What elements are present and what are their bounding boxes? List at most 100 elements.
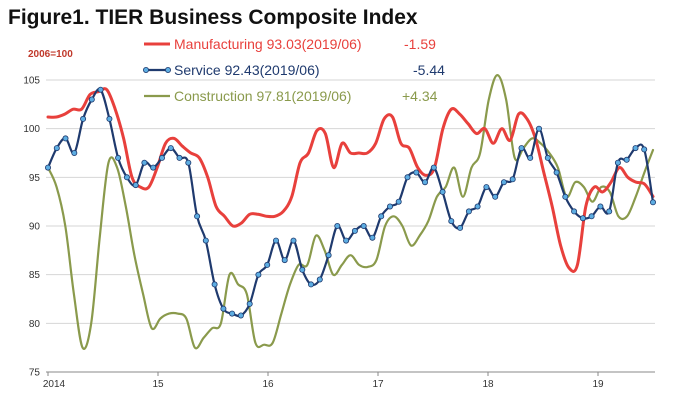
service-point [606, 208, 613, 215]
service-point [553, 169, 560, 176]
service-point [474, 203, 481, 210]
service-point [448, 218, 455, 225]
service-point [237, 312, 244, 319]
series-layer [45, 74, 657, 350]
service-point [202, 237, 209, 244]
service-point [492, 193, 499, 200]
service-point [562, 193, 569, 200]
service-point [62, 135, 69, 142]
service-point [650, 199, 657, 206]
base-year-note: 2006=100 [28, 49, 73, 60]
service-point [220, 305, 227, 312]
series-manufacturing [46, 87, 655, 273]
service-point [378, 213, 385, 220]
legend-label-manufacturing: Manufacturing 93.03(2019/06) [174, 36, 362, 52]
chart-title: Figure1. TIER Business Composite Index [8, 6, 418, 29]
service-point [536, 125, 543, 132]
service-point [255, 271, 262, 278]
service-point [579, 215, 586, 222]
y-tick-label: 80 [29, 319, 41, 330]
service-point [641, 146, 648, 153]
legend-label-service: Service 92.43(2019/06) [174, 62, 320, 78]
service-point [614, 159, 621, 166]
service-point [53, 145, 60, 152]
legend-change-construction: +4.34 [402, 88, 438, 104]
service-point [439, 188, 446, 195]
x-tick-label: 17 [372, 379, 384, 390]
service-point [141, 159, 148, 166]
service-point [299, 266, 306, 273]
y-tick-label: 85 [29, 270, 41, 281]
y-tick-label: 105 [23, 76, 40, 87]
service-point [264, 261, 271, 268]
service-point [351, 227, 358, 234]
service-point [632, 145, 639, 152]
service-point [80, 115, 87, 122]
service-line [46, 87, 655, 318]
legend-item-service: Service 92.43(2019/06) -5.44 [142, 62, 445, 78]
legend-item-manufacturing: Manufacturing 93.03(2019/06) -1.59 [144, 36, 436, 52]
legend: Manufacturing 93.03(2019/06) -1.59 Service… [142, 36, 445, 104]
service-point [334, 222, 341, 229]
series-construction [46, 74, 655, 350]
service-point [518, 145, 525, 152]
service-point [386, 203, 393, 210]
y-tick-label: 95 [29, 173, 41, 184]
series-service [45, 86, 657, 319]
y-tick-label: 75 [29, 368, 41, 379]
service-point [395, 198, 402, 205]
x-tick-label: 19 [592, 379, 604, 390]
construction-line [46, 74, 655, 350]
service-point [211, 281, 218, 288]
legend-change-service: -5.44 [413, 62, 445, 78]
x-tick-label: 2014 [43, 379, 66, 390]
service-point [307, 281, 314, 288]
service-point [465, 208, 472, 215]
service-point [500, 179, 507, 186]
y-tick-label: 90 [29, 222, 41, 233]
service-point [509, 176, 516, 183]
axes: 75 80 85 90 95 100 105 2014 15 16 17 18 19 [23, 76, 655, 390]
service-point [194, 213, 201, 220]
x-tick-label: 18 [482, 379, 494, 390]
service-point [246, 300, 253, 307]
legend-item-construction: Construction 97.81(2019/06) +4.34 [144, 88, 438, 104]
service-point [229, 310, 236, 317]
service-point [88, 96, 95, 103]
service-point [272, 237, 279, 244]
legend-marker [164, 67, 171, 74]
service-point [106, 115, 113, 122]
legend-marker [142, 67, 149, 74]
service-point [571, 208, 578, 215]
service-point [623, 156, 630, 163]
service-point [150, 164, 157, 171]
service-point [404, 174, 411, 181]
service-point [597, 203, 604, 210]
service-point [343, 237, 350, 244]
service-point [483, 184, 490, 191]
service-point [123, 174, 130, 181]
y-tick-label: 100 [23, 124, 40, 135]
service-point [45, 164, 52, 171]
service-point [97, 86, 104, 93]
service-point [290, 237, 297, 244]
service-point [185, 159, 192, 166]
service-point [430, 164, 437, 171]
grid-lines [46, 79, 655, 324]
service-point [413, 169, 420, 176]
service-point [527, 154, 534, 161]
service-point [71, 149, 78, 156]
service-point [457, 224, 464, 231]
service-point [544, 154, 551, 161]
service-point [421, 179, 428, 186]
service-point [176, 154, 183, 161]
service-point [360, 222, 367, 229]
service-point [167, 145, 174, 152]
service-point [115, 154, 122, 161]
service-point [281, 257, 288, 264]
x-tick-label: 15 [152, 379, 164, 390]
service-point [588, 213, 595, 220]
x-tick-label: 16 [262, 379, 274, 390]
legend-label-construction: Construction 97.81(2019/06) [174, 88, 351, 104]
